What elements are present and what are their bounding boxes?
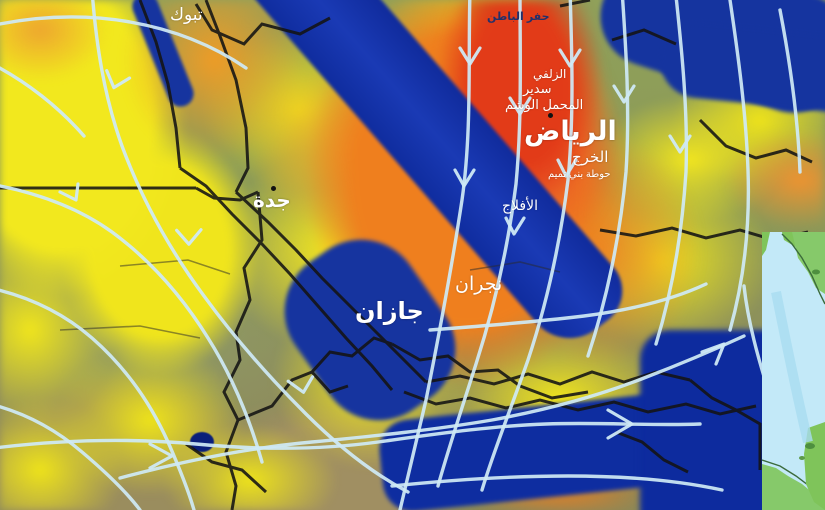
inset-locator-map[interactable] [762,232,825,510]
city-label-al-mahmal-al-washm[interactable]: المحمل الوشم [505,97,584,112]
city-label-hafar-albatin[interactable]: حفر الباطن [487,11,550,23]
city-label-tabuk[interactable]: تبوك [170,5,203,24]
city-label-al-kharj[interactable]: الخرج [572,149,609,166]
city-label-jeddah[interactable]: جدة [253,190,291,212]
city-label-riyadh[interactable]: الرياض [524,116,617,146]
city-label-jazan[interactable]: جازان [355,298,424,325]
city-label-sudair[interactable]: سدير [523,81,552,96]
city-label-najran[interactable]: نجران [455,274,503,295]
city-marker-jeddah [271,186,276,191]
lake-tana [190,432,214,452]
inset-map-svg [762,232,825,510]
city-label-hawtat-bani-tamim[interactable]: حوطة بني تميم [548,169,611,180]
city-label-az-zulfi[interactable]: الزلفي [533,67,567,81]
city-label-al-aflaj[interactable]: الأفلاج [502,197,538,213]
city-marker-riyadh [548,113,554,118]
